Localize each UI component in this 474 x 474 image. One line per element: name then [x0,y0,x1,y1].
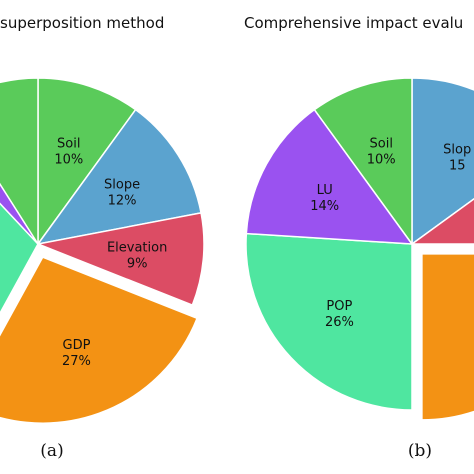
chart-title-b: Comprehensive impact evalu [244,14,463,32]
slice-value-label: 10% [367,152,396,167]
slice-value-label: 9% [127,256,148,271]
pie-slice-2 [421,253,474,421]
chart-caption-a: (a) [40,441,63,461]
slice-label: Slop [443,142,471,157]
slice-value-label: 27% [62,354,91,369]
chart-caption-b: (b) [408,441,432,461]
slice-label: Soil [57,136,80,151]
pie-slice-soil [37,77,137,247]
pie-slice-soil [313,77,413,247]
slice-label: POP [326,299,352,314]
slice-label: LU [317,183,333,198]
pie-slice-slope [36,108,202,246]
pie-slice-6 [0,77,39,247]
slice-label: GDP [63,338,91,353]
pie-slice-slop [411,77,474,246]
slice-label: Elevation [107,240,167,255]
chart-title-a: superposition method [0,14,164,32]
slice-value-label: 14% [310,199,339,214]
pie-slice-pop [245,232,413,411]
slice-value-label: 12% [108,194,137,209]
pie-slice-1 [409,198,474,245]
slice-label: Soil [370,136,393,151]
pie-slices-b [245,77,474,421]
pie-slice-lu [245,108,414,245]
pie-slices-a [0,77,205,424]
slice-value-label: 26% [325,315,354,330]
pie-slice-4 [0,202,39,315]
pie-slice-elevation [35,212,205,307]
slice-label: Slope [104,178,140,193]
slice-value-label: 10% [54,152,83,167]
pie-slice-gdp [0,256,199,424]
slice-value-label: 15 [449,158,466,173]
